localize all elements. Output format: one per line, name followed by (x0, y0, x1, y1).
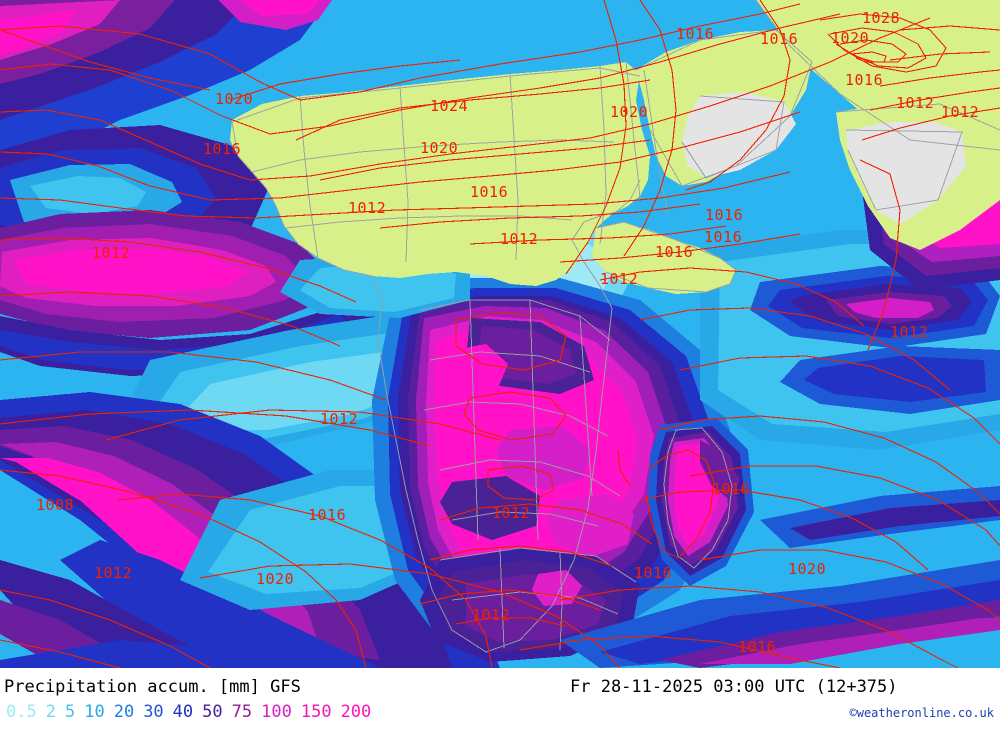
scale-step: 10 (84, 702, 105, 722)
map-footer: Precipitation accum. [mm] GFS Fr 28-11-2… (0, 668, 1000, 733)
scale-step: 40 (172, 702, 194, 722)
scale-step: 50 (202, 702, 223, 722)
scale-step: 0.5 (6, 702, 37, 722)
country-borders (231, 0, 1000, 653)
isobars (0, 0, 1000, 668)
copyright-notice: ©weatheronline.co.uk (849, 706, 995, 720)
map-title: Precipitation accum. [mm] GFS (4, 677, 301, 697)
map-canvas (0, 0, 1000, 668)
land-africa (230, 62, 650, 286)
scale-step: 5 (64, 702, 76, 722)
scale-step: 200 (340, 702, 372, 722)
model-run-timestamp: Fr 28-11-2025 03:00 UTC (12+375) (570, 677, 898, 697)
scale-step: 30 (143, 702, 164, 722)
scale-step: 150 (300, 702, 332, 722)
india-dry (846, 122, 966, 224)
arabian-desert (682, 92, 796, 178)
precipitation-map[interactable]: 1020 1016 1024 1020 1016 1012 1012 1020 … (0, 0, 1000, 668)
scale-step: 20 (113, 702, 135, 722)
scale-step: 100 (261, 702, 292, 722)
precip-field (0, 0, 1000, 668)
precipitation-color-scale: 0.5 2 5 10 20 30 40 50 75 100 150 200 (6, 704, 371, 721)
scale-step: 2 (45, 702, 56, 722)
scale-step: 75 (231, 702, 253, 722)
